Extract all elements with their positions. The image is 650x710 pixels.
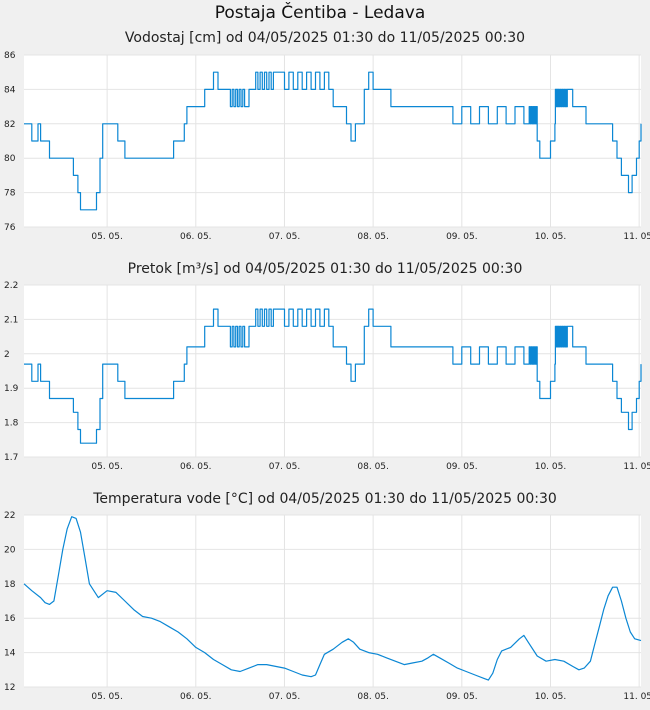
x-tick-label: 09. 05. xyxy=(446,232,478,242)
x-tick-label: 05. 05. xyxy=(91,692,123,702)
y-tick-label: 12 xyxy=(4,683,15,693)
x-tick-label: 06. 05. xyxy=(180,692,212,702)
y-tick-label: 80 xyxy=(4,154,16,164)
y-tick-label: 82 xyxy=(4,120,15,130)
y-tick-label: 2.1 xyxy=(4,315,18,325)
x-tick-label: 08. 05. xyxy=(357,692,389,702)
series-line xyxy=(23,516,642,681)
x-tick-label: 07. 05. xyxy=(269,462,301,472)
chart-title-temperatura: Temperatura vode [°C] od 04/05/2025 01:3… xyxy=(93,491,557,507)
y-tick-label: 20 xyxy=(4,545,16,555)
y-tick-label: 2 xyxy=(4,350,10,360)
plot-area xyxy=(24,515,641,687)
series-line xyxy=(24,308,642,444)
x-tick-label: 06. 05. xyxy=(180,462,212,472)
x-tick-label: 11. 05. xyxy=(623,232,650,242)
chart-title-pretok: Pretok [m³/s] od 04/05/2025 01:30 do 11/… xyxy=(127,261,523,277)
y-tick-label: 1.7 xyxy=(4,453,18,463)
chart-pretok: 1.7 1.8 1.9 2 2.1 2.2 05. 05. 06. 05. 07. 05. 08.… xyxy=(4,281,650,472)
plot-area xyxy=(24,55,641,227)
x-tick-label: 10. 05. xyxy=(535,462,567,472)
x-tick-label: 05. 05. xyxy=(91,232,123,242)
x-tick-label: 07. 05. xyxy=(269,692,301,702)
y-tick-label: 76 xyxy=(4,223,16,233)
y-tick-label: 84 xyxy=(4,85,16,95)
y-tick-label: 1.8 xyxy=(4,419,19,429)
y-tick-label: 22 xyxy=(4,511,15,521)
chart-temperatura: 12 14 16 18 20 22 05. 05. 06. 05. 07. 05. 08. 05.… xyxy=(4,511,650,702)
y-tick-label: 16 xyxy=(4,614,16,624)
y-tick-label: 2.2 xyxy=(4,281,18,291)
x-tick-label: 10. 05. xyxy=(535,232,567,242)
x-tick-label: 07. 05. xyxy=(269,232,301,242)
y-tick-label: 78 xyxy=(4,189,16,199)
x-tick-label: 08. 05. xyxy=(357,462,389,472)
y-tick-label: 1.9 xyxy=(4,384,19,394)
chart-vodostaj: 76 78 80 82 84 86 05. 05. 06. 05. 07. 05. 08. 05.… xyxy=(4,51,650,242)
x-tick-label: 06. 05. xyxy=(180,232,212,242)
x-tick-label: 09. 05. xyxy=(446,462,478,472)
y-tick-label: 14 xyxy=(4,649,16,659)
plot-area xyxy=(24,285,641,457)
y-tick-label: 18 xyxy=(4,580,16,590)
x-tick-label: 11. 05. xyxy=(623,692,650,702)
x-tick-label: 05. 05. xyxy=(91,462,123,472)
x-tick-label: 09. 05. xyxy=(446,692,478,702)
y-tick-label: 86 xyxy=(4,51,16,61)
chart-title-vodostaj: Vodostaj [cm] od 04/05/2025 01:30 do 11/… xyxy=(124,30,526,46)
page-title: Postaja Čentiba - Ledava xyxy=(214,3,426,23)
x-tick-label: 08. 05. xyxy=(357,232,389,242)
x-tick-label: 11. 05. xyxy=(623,462,650,472)
x-tick-label: 10. 05. xyxy=(535,692,567,702)
series-line xyxy=(24,71,642,211)
